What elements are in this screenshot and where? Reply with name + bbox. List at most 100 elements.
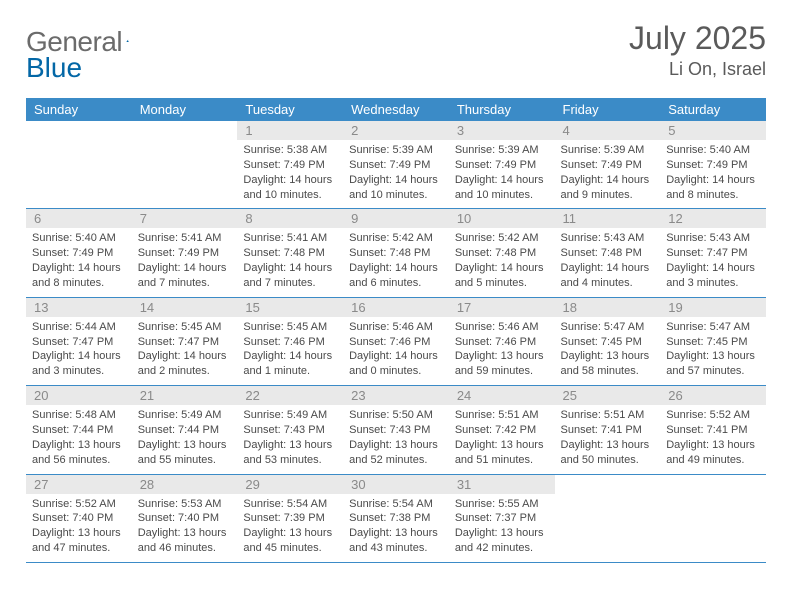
calendar-day-cell bbox=[132, 121, 238, 209]
calendar-day-cell: 28Sunrise: 5:53 AMSunset: 7:40 PMDayligh… bbox=[132, 474, 238, 562]
calendar-day-cell: 2Sunrise: 5:39 AMSunset: 7:49 PMDaylight… bbox=[343, 121, 449, 209]
brand-sail-icon bbox=[126, 30, 129, 52]
day-number: 12 bbox=[660, 209, 766, 228]
day-info: Sunrise: 5:50 AMSunset: 7:43 PMDaylight:… bbox=[343, 405, 449, 473]
day-info: Sunrise: 5:43 AMSunset: 7:48 PMDaylight:… bbox=[555, 228, 661, 296]
day-info: Sunrise: 5:51 AMSunset: 7:41 PMDaylight:… bbox=[555, 405, 661, 473]
day-info: Sunrise: 5:52 AMSunset: 7:41 PMDaylight:… bbox=[660, 405, 766, 473]
day-number: 21 bbox=[132, 386, 238, 405]
day-info: Sunrise: 5:47 AMSunset: 7:45 PMDaylight:… bbox=[660, 317, 766, 385]
calendar-week-row: 20Sunrise: 5:48 AMSunset: 7:44 PMDayligh… bbox=[26, 386, 766, 474]
day-number: 11 bbox=[555, 209, 661, 228]
calendar-day-cell: 27Sunrise: 5:52 AMSunset: 7:40 PMDayligh… bbox=[26, 474, 132, 562]
day-info: Sunrise: 5:44 AMSunset: 7:47 PMDaylight:… bbox=[26, 317, 132, 385]
day-number: 19 bbox=[660, 298, 766, 317]
weekday-header: Friday bbox=[555, 98, 661, 121]
calendar-day-cell: 25Sunrise: 5:51 AMSunset: 7:41 PMDayligh… bbox=[555, 386, 661, 474]
calendar-week-row: 6Sunrise: 5:40 AMSunset: 7:49 PMDaylight… bbox=[26, 209, 766, 297]
day-info: Sunrise: 5:43 AMSunset: 7:47 PMDaylight:… bbox=[660, 228, 766, 296]
calendar-day-cell: 7Sunrise: 5:41 AMSunset: 7:49 PMDaylight… bbox=[132, 209, 238, 297]
calendar-day-cell: 11Sunrise: 5:43 AMSunset: 7:48 PMDayligh… bbox=[555, 209, 661, 297]
day-number: 20 bbox=[26, 386, 132, 405]
calendar-body: 1Sunrise: 5:38 AMSunset: 7:49 PMDaylight… bbox=[26, 121, 766, 562]
day-info: Sunrise: 5:39 AMSunset: 7:49 PMDaylight:… bbox=[555, 140, 661, 208]
day-info: Sunrise: 5:54 AMSunset: 7:39 PMDaylight:… bbox=[237, 494, 343, 562]
weekday-header: Wednesday bbox=[343, 98, 449, 121]
calendar-day-cell: 1Sunrise: 5:38 AMSunset: 7:49 PMDaylight… bbox=[237, 121, 343, 209]
calendar-day-cell bbox=[660, 474, 766, 562]
day-number: 15 bbox=[237, 298, 343, 317]
day-number: 31 bbox=[449, 475, 555, 494]
day-number: 10 bbox=[449, 209, 555, 228]
calendar-day-cell: 3Sunrise: 5:39 AMSunset: 7:49 PMDaylight… bbox=[449, 121, 555, 209]
day-info: Sunrise: 5:47 AMSunset: 7:45 PMDaylight:… bbox=[555, 317, 661, 385]
day-info: Sunrise: 5:46 AMSunset: 7:46 PMDaylight:… bbox=[449, 317, 555, 385]
calendar-day-cell bbox=[555, 474, 661, 562]
calendar-day-cell: 22Sunrise: 5:49 AMSunset: 7:43 PMDayligh… bbox=[237, 386, 343, 474]
day-info: Sunrise: 5:48 AMSunset: 7:44 PMDaylight:… bbox=[26, 405, 132, 473]
day-number: 24 bbox=[449, 386, 555, 405]
calendar-day-cell: 9Sunrise: 5:42 AMSunset: 7:48 PMDaylight… bbox=[343, 209, 449, 297]
calendar-day-cell bbox=[26, 121, 132, 209]
day-number: 16 bbox=[343, 298, 449, 317]
day-number: 9 bbox=[343, 209, 449, 228]
calendar-day-cell: 24Sunrise: 5:51 AMSunset: 7:42 PMDayligh… bbox=[449, 386, 555, 474]
day-number: 17 bbox=[449, 298, 555, 317]
day-number: 18 bbox=[555, 298, 661, 317]
title-block: July 2025 Li On, Israel bbox=[629, 20, 766, 80]
day-number: 5 bbox=[660, 121, 766, 140]
day-info: Sunrise: 5:49 AMSunset: 7:44 PMDaylight:… bbox=[132, 405, 238, 473]
calendar-week-row: 27Sunrise: 5:52 AMSunset: 7:40 PMDayligh… bbox=[26, 474, 766, 562]
day-number: 7 bbox=[132, 209, 238, 228]
brand-word2-wrap: Blue bbox=[26, 52, 82, 84]
weekday-header: Thursday bbox=[449, 98, 555, 121]
weekday-header: Monday bbox=[132, 98, 238, 121]
day-info: Sunrise: 5:53 AMSunset: 7:40 PMDaylight:… bbox=[132, 494, 238, 562]
day-info: Sunrise: 5:46 AMSunset: 7:46 PMDaylight:… bbox=[343, 317, 449, 385]
day-info: Sunrise: 5:41 AMSunset: 7:49 PMDaylight:… bbox=[132, 228, 238, 296]
day-info: Sunrise: 5:42 AMSunset: 7:48 PMDaylight:… bbox=[343, 228, 449, 296]
calendar-day-cell: 23Sunrise: 5:50 AMSunset: 7:43 PMDayligh… bbox=[343, 386, 449, 474]
brand-word2: Blue bbox=[26, 52, 82, 83]
day-number: 23 bbox=[343, 386, 449, 405]
day-info: Sunrise: 5:49 AMSunset: 7:43 PMDaylight:… bbox=[237, 405, 343, 473]
day-number: 13 bbox=[26, 298, 132, 317]
day-info: Sunrise: 5:45 AMSunset: 7:47 PMDaylight:… bbox=[132, 317, 238, 385]
day-number: 4 bbox=[555, 121, 661, 140]
day-info: Sunrise: 5:40 AMSunset: 7:49 PMDaylight:… bbox=[660, 140, 766, 208]
day-number: 14 bbox=[132, 298, 238, 317]
month-title: July 2025 bbox=[629, 20, 766, 57]
day-info: Sunrise: 5:38 AMSunset: 7:49 PMDaylight:… bbox=[237, 140, 343, 208]
calendar-day-cell: 19Sunrise: 5:47 AMSunset: 7:45 PMDayligh… bbox=[660, 297, 766, 385]
weekday-header: Tuesday bbox=[237, 98, 343, 121]
calendar-table: SundayMondayTuesdayWednesdayThursdayFrid… bbox=[26, 98, 766, 563]
day-number: 3 bbox=[449, 121, 555, 140]
day-info: Sunrise: 5:45 AMSunset: 7:46 PMDaylight:… bbox=[237, 317, 343, 385]
calendar-day-cell: 13Sunrise: 5:44 AMSunset: 7:47 PMDayligh… bbox=[26, 297, 132, 385]
day-number: 27 bbox=[26, 475, 132, 494]
calendar-day-cell: 26Sunrise: 5:52 AMSunset: 7:41 PMDayligh… bbox=[660, 386, 766, 474]
day-info: Sunrise: 5:42 AMSunset: 7:48 PMDaylight:… bbox=[449, 228, 555, 296]
day-info: Sunrise: 5:51 AMSunset: 7:42 PMDaylight:… bbox=[449, 405, 555, 473]
calendar-day-cell: 4Sunrise: 5:39 AMSunset: 7:49 PMDaylight… bbox=[555, 121, 661, 209]
location-label: Li On, Israel bbox=[629, 59, 766, 80]
calendar-day-cell: 29Sunrise: 5:54 AMSunset: 7:39 PMDayligh… bbox=[237, 474, 343, 562]
calendar-day-cell: 31Sunrise: 5:55 AMSunset: 7:37 PMDayligh… bbox=[449, 474, 555, 562]
day-number: 25 bbox=[555, 386, 661, 405]
day-info: Sunrise: 5:41 AMSunset: 7:48 PMDaylight:… bbox=[237, 228, 343, 296]
calendar-day-cell: 6Sunrise: 5:40 AMSunset: 7:49 PMDaylight… bbox=[26, 209, 132, 297]
day-info: Sunrise: 5:39 AMSunset: 7:49 PMDaylight:… bbox=[343, 140, 449, 208]
calendar-day-cell: 15Sunrise: 5:45 AMSunset: 7:46 PMDayligh… bbox=[237, 297, 343, 385]
day-number: 28 bbox=[132, 475, 238, 494]
day-number: 26 bbox=[660, 386, 766, 405]
day-info: Sunrise: 5:55 AMSunset: 7:37 PMDaylight:… bbox=[449, 494, 555, 562]
weekday-header: Saturday bbox=[660, 98, 766, 121]
day-number: 6 bbox=[26, 209, 132, 228]
calendar-day-cell: 16Sunrise: 5:46 AMSunset: 7:46 PMDayligh… bbox=[343, 297, 449, 385]
page-header: General July 2025 Li On, Israel bbox=[26, 20, 766, 80]
day-number: 30 bbox=[343, 475, 449, 494]
calendar-day-cell: 30Sunrise: 5:54 AMSunset: 7:38 PMDayligh… bbox=[343, 474, 449, 562]
day-info: Sunrise: 5:54 AMSunset: 7:38 PMDaylight:… bbox=[343, 494, 449, 562]
day-number: 1 bbox=[237, 121, 343, 140]
day-number: 29 bbox=[237, 475, 343, 494]
